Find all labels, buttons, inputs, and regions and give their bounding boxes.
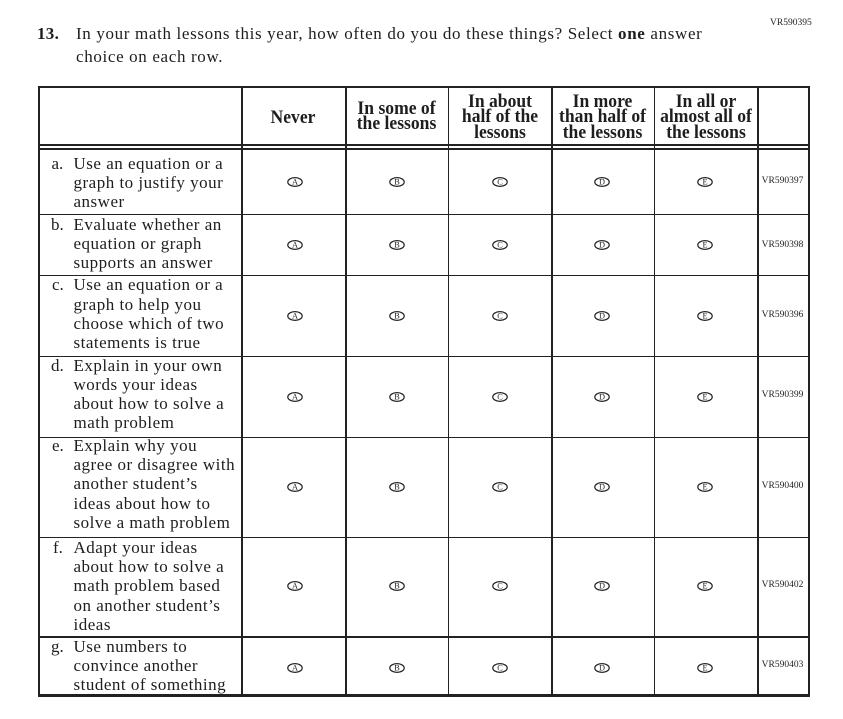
svg-text:D: D (599, 392, 605, 401)
svg-text:E: E (702, 241, 707, 250)
svg-text:B: B (394, 178, 400, 187)
svg-text:D: D (599, 664, 605, 673)
svg-text:C: C (497, 392, 503, 401)
svg-text:A: A (292, 483, 298, 492)
svg-text:A: A (292, 241, 298, 250)
svg-text:A: A (292, 392, 298, 401)
svg-text:E: E (702, 483, 707, 492)
svg-text:D: D (599, 178, 605, 187)
svg-text:C: C (497, 241, 503, 250)
svg-text:C: C (497, 664, 503, 673)
svg-text:A: A (292, 178, 298, 187)
svg-text:D: D (599, 582, 605, 591)
svg-text:C: C (497, 483, 503, 492)
svg-text:B: B (394, 392, 400, 401)
svg-text:D: D (599, 241, 605, 250)
svg-text:A: A (292, 582, 298, 591)
svg-text:E: E (702, 178, 707, 187)
svg-text:B: B (394, 311, 400, 320)
svg-text:E: E (702, 392, 707, 401)
svg-text:D: D (599, 483, 605, 492)
svg-text:B: B (394, 241, 400, 250)
svg-text:E: E (702, 311, 707, 320)
svg-text:B: B (394, 483, 400, 492)
svg-text:C: C (497, 582, 503, 591)
svg-text:C: C (497, 178, 503, 187)
svg-text:D: D (599, 311, 605, 320)
svg-text:B: B (394, 664, 400, 673)
svg-text:E: E (702, 664, 707, 673)
svg-text:B: B (394, 582, 400, 591)
svg-text:A: A (292, 311, 298, 320)
svg-text:A: A (292, 664, 298, 673)
svg-text:E: E (702, 582, 707, 591)
svg-text:C: C (497, 311, 503, 320)
